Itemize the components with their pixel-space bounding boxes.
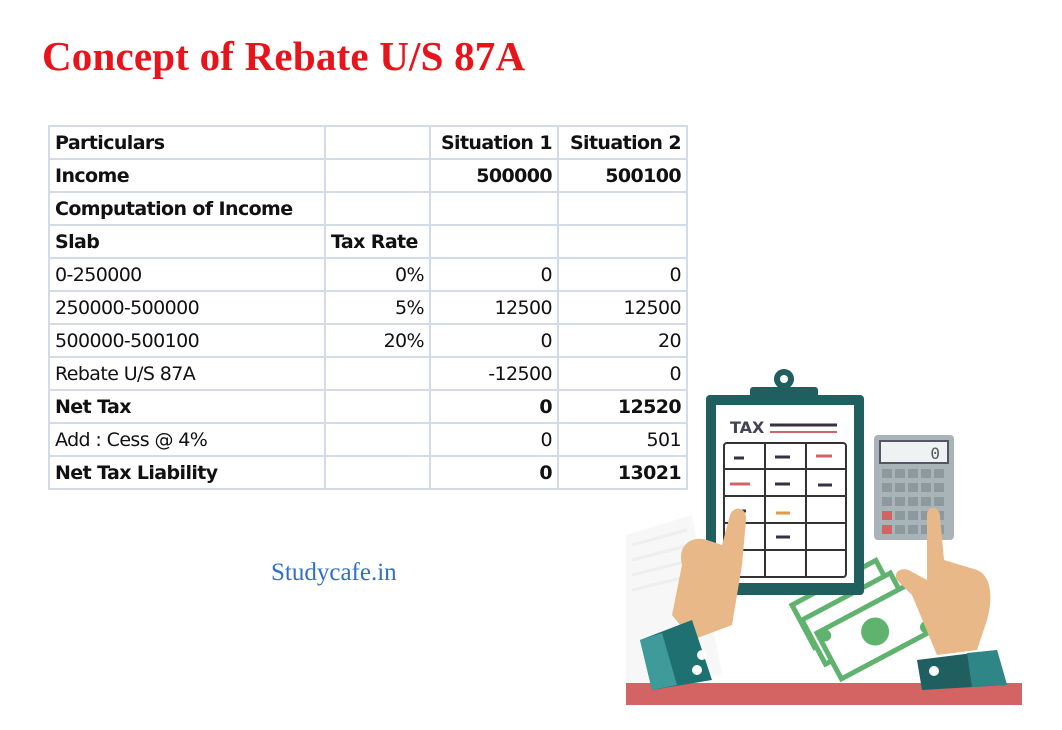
header-situation-2: Situation 2 — [557, 125, 688, 160]
svg-text:TAX: TAX — [730, 418, 765, 437]
row-label: Add : Cess @ 4% — [48, 422, 326, 457]
tax-rate-header: Tax Rate — [324, 224, 431, 259]
banknote-icon — [788, 557, 938, 683]
situation-1-cell: 0 — [429, 257, 559, 292]
situation-1-cell — [429, 224, 559, 259]
row-label: Rebate U/S 87A — [48, 356, 326, 391]
table-row-net-tax: Net Tax 0 12520 — [48, 389, 688, 424]
situation-2-cell: 20 — [557, 323, 688, 358]
row-label: 500000-500100 — [48, 323, 326, 358]
row-label: Net Tax — [48, 389, 326, 424]
left-hand-icon — [640, 508, 747, 690]
situation-2-cell: 501 — [557, 422, 688, 457]
tax-rate-cell: 0% — [324, 257, 431, 292]
table-row-slab-1: 0-250000 0% 0 0 — [48, 257, 688, 292]
page-title: Concept of Rebate U/S 87A — [42, 33, 526, 79]
situation-2-cell: 0 — [557, 257, 688, 292]
rebate-computation-table: Particulars Situation 1 Situation 2 Inco… — [48, 125, 688, 490]
tax-rate-cell — [324, 158, 431, 193]
svg-text:0: 0 — [930, 444, 940, 463]
situation-1-cell: 0 — [429, 389, 559, 424]
situation-1-cell — [429, 191, 559, 226]
table-row-cess: Add : Cess @ 4% 0 501 — [48, 422, 688, 457]
tax-rate-cell — [324, 389, 431, 424]
row-label: Computation of Income — [48, 191, 326, 226]
tax-rate-cell — [324, 356, 431, 391]
table-row-slab-header: Slab Tax Rate — [48, 224, 688, 259]
tax-rate-cell — [324, 422, 431, 457]
tax-rate-cell: 20% — [324, 323, 431, 358]
situation-1-cell: 0 — [429, 455, 559, 490]
situation-2-cell: 500100 — [557, 158, 688, 193]
situation-1-cell: 500000 — [429, 158, 559, 193]
header-particulars: Particulars — [48, 125, 326, 160]
table-row-slab-2: 250000-500000 5% 12500 12500 — [48, 290, 688, 325]
calculator-icon: 0 — [874, 435, 954, 540]
table-row-header: Particulars Situation 1 Situation 2 — [48, 125, 688, 160]
table-row-computation: Computation of Income — [48, 191, 688, 226]
situation-2-cell: 12500 — [557, 290, 688, 325]
table-row-net-tax-liability: Net Tax Liability 0 13021 — [48, 455, 688, 490]
row-label: Income — [48, 158, 326, 193]
situation-2-cell — [557, 191, 688, 226]
right-hand-icon — [895, 507, 1007, 690]
row-label: 0-250000 — [48, 257, 326, 292]
situation-1-cell: 0 — [429, 323, 559, 358]
situation-2-cell: 13021 — [557, 455, 688, 490]
header-situation-1: Situation 1 — [429, 125, 559, 160]
header-blank — [324, 125, 431, 160]
table-row-slab-3: 500000-500100 20% 0 20 — [48, 323, 688, 358]
studycafe-watermark: Studycafe.in — [271, 559, 397, 586]
table-row-income: Income 500000 500100 — [48, 158, 688, 193]
situation-1-cell: 0 — [429, 422, 559, 457]
tax-illustration: 0 TAX — [622, 365, 1026, 705]
situation-2-cell: 12520 — [557, 389, 688, 424]
tax-rate-cell: 5% — [324, 290, 431, 325]
row-label: Slab — [48, 224, 326, 259]
situation-1-cell: -12500 — [429, 356, 559, 391]
tax-rate-cell — [324, 191, 431, 226]
situation-1-cell: 12500 — [429, 290, 559, 325]
tax-rate-cell — [324, 455, 431, 490]
situation-2-cell — [557, 224, 688, 259]
row-label: 250000-500000 — [48, 290, 326, 325]
situation-2-cell: 0 — [557, 356, 688, 391]
row-label: Net Tax Liability — [48, 455, 326, 490]
table-row-rebate: Rebate U/S 87A -12500 0 — [48, 356, 688, 391]
